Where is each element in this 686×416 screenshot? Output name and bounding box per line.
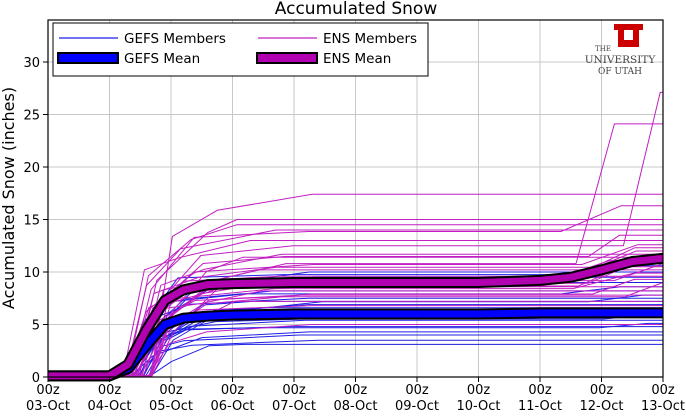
- x-tick-label: 00z 03-Oct: [26, 383, 70, 414]
- ens-member-line: [48, 91, 663, 377]
- x-tick-label: 00z 09-Oct: [395, 383, 439, 414]
- x-tick-label: 00z 11-Oct: [518, 383, 562, 414]
- university-of-utah-logo: THE UNIVERSITY OF UTAH: [585, 24, 657, 77]
- gefs-mean-line: [48, 309, 663, 380]
- y-tick-label: 5: [32, 319, 40, 334]
- y-tick-label: 15: [23, 214, 40, 229]
- logo-u-hole: [624, 30, 633, 40]
- legend-box: [52, 22, 429, 77]
- y-tick-label: 25: [23, 109, 40, 124]
- x-tick-label: 00z 12-Oct: [579, 383, 623, 414]
- y-axis-label: Accumulated Snow (inches): [0, 87, 18, 309]
- legend-gefs-mean-swatch: [57, 52, 119, 64]
- x-tick-label: 00z 13-Oct: [641, 383, 685, 414]
- y-ticks: 0 5 10 15 20 25 30: [23, 56, 48, 386]
- x-tick-label: 00z 07-Oct: [272, 383, 316, 414]
- logo-university: UNIVERSITY: [585, 54, 657, 66]
- logo-of-utah: OF UTAH: [598, 67, 642, 77]
- legend-ens-mean-label: ENS Mean: [323, 51, 391, 67]
- y-tick-label: 10: [23, 266, 40, 281]
- x-tick-label: 00z 06-Oct: [210, 383, 254, 414]
- logo-the: THE: [595, 45, 611, 53]
- logo-u-bottom: [618, 40, 639, 47]
- legend-ens-mean-swatch: [256, 52, 318, 64]
- y-tick-label: 20: [23, 161, 40, 176]
- logo-u-right: [631, 24, 639, 46]
- ens-mean-line: [48, 254, 664, 380]
- mean-lines: [48, 252, 664, 382]
- chart-title: Accumulated Snow: [275, 0, 438, 19]
- x-tick-label: 00z 08-Oct: [333, 383, 377, 414]
- logo-u-left: [618, 24, 626, 46]
- x-tick-label: 00z 05-Oct: [149, 383, 193, 414]
- x-tick-label: 00z 10-Oct: [456, 383, 500, 414]
- ens-member-line: [48, 123, 663, 377]
- y-tick-label: 0: [32, 371, 40, 386]
- legend: GEFS Members ENS Members GEFS Mean ENS M…: [52, 22, 429, 77]
- x-ticks: 00z 03-Oct 00z 04-Oct 00z 05-Oct 00z 06-Oct 00z 0…: [26, 377, 685, 414]
- x-tick-label: 00z 04-Oct: [87, 383, 131, 414]
- y-tick-label: 30: [23, 56, 40, 71]
- legend-ens-members-label: ENS Members: [323, 31, 417, 47]
- logo-u-top: [614, 24, 643, 30]
- legend-gefs-members-label: GEFS Members: [124, 31, 226, 47]
- legend-gefs-mean-label: GEFS Mean: [124, 51, 200, 67]
